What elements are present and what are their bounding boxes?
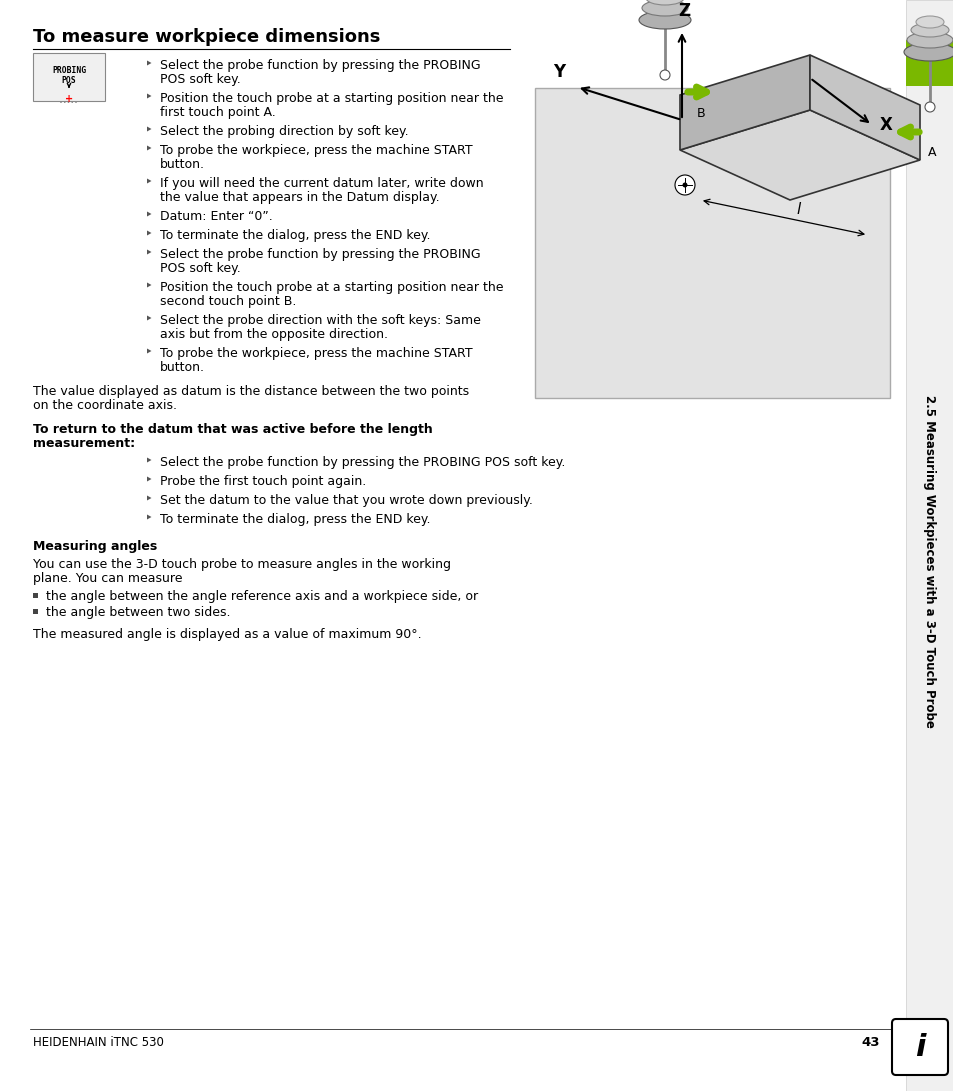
Text: To return to the datum that was active before the length: To return to the datum that was active b…	[33, 423, 433, 436]
Text: Datum: Enter “0”.: Datum: Enter “0”.	[160, 209, 273, 223]
Text: the value that appears in the Datum display.: the value that appears in the Datum disp…	[160, 191, 439, 204]
Text: Select the probing direction by soft key.: Select the probing direction by soft key…	[160, 125, 408, 137]
Text: i: i	[914, 1032, 924, 1062]
Text: 2.5 Measuring Workpieces with a 3-D Touch Probe: 2.5 Measuring Workpieces with a 3-D Touc…	[923, 395, 936, 728]
Polygon shape	[147, 179, 152, 183]
Polygon shape	[679, 110, 919, 200]
Text: You can use the 3-D touch probe to measure angles in the working: You can use the 3-D touch probe to measu…	[33, 558, 451, 571]
Text: The value displayed as datum is the distance between the two points: The value displayed as datum is the dist…	[33, 385, 469, 398]
Text: To measure workpiece dimensions: To measure workpiece dimensions	[33, 28, 380, 46]
Ellipse shape	[639, 11, 690, 29]
Bar	[535, 88, 889, 398]
Text: Set the datum to the value that you wrote down previously.: Set the datum to the value that you wrot…	[160, 494, 533, 507]
Polygon shape	[147, 457, 152, 463]
Text: If you will need the current datum later, write down: If you will need the current datum later…	[160, 177, 483, 190]
Text: Measuring angles: Measuring angles	[33, 540, 157, 553]
Polygon shape	[147, 60, 152, 65]
Text: Y: Y	[553, 63, 564, 81]
Text: POS soft key.: POS soft key.	[160, 262, 240, 275]
Text: X: X	[879, 116, 892, 134]
Text: Position the touch probe at a starting position near the: Position the touch probe at a starting p…	[160, 92, 503, 105]
Polygon shape	[147, 94, 152, 98]
Text: Select the probe function by pressing the PROBING: Select the probe function by pressing th…	[160, 59, 480, 72]
Text: To probe the workpiece, press the machine START: To probe the workpiece, press the machin…	[160, 347, 472, 360]
Text: To terminate the dialog, press the END key.: To terminate the dialog, press the END k…	[160, 513, 430, 526]
Polygon shape	[147, 145, 152, 151]
FancyBboxPatch shape	[891, 1019, 947, 1075]
Text: POS: POS	[62, 76, 76, 85]
Text: plane. You can measure: plane. You can measure	[33, 572, 182, 585]
Circle shape	[675, 175, 695, 195]
Text: To probe the workpiece, press the machine START: To probe the workpiece, press the machin…	[160, 144, 472, 157]
Ellipse shape	[906, 32, 952, 48]
Polygon shape	[147, 230, 152, 236]
Text: on the coordinate axis.: on the coordinate axis.	[33, 399, 177, 412]
Text: A: A	[926, 146, 935, 159]
Text: 43: 43	[861, 1036, 879, 1050]
Polygon shape	[147, 212, 152, 216]
Polygon shape	[147, 495, 152, 501]
Ellipse shape	[915, 16, 943, 28]
Text: axis but from the opposite direction.: axis but from the opposite direction.	[160, 328, 388, 341]
Polygon shape	[147, 315, 152, 321]
Circle shape	[681, 182, 687, 188]
Text: Select the probe direction with the soft keys: Same: Select the probe direction with the soft…	[160, 314, 480, 327]
Text: button.: button.	[160, 361, 205, 374]
Ellipse shape	[903, 43, 953, 61]
Ellipse shape	[910, 23, 948, 37]
Bar	[33, 592, 38, 598]
Polygon shape	[147, 477, 152, 481]
Bar	[905, 0, 953, 1091]
Bar	[905, 40, 953, 86]
Text: Probe the first touch point again.: Probe the first touch point again.	[160, 475, 366, 488]
Polygon shape	[147, 283, 152, 288]
Text: l: l	[796, 202, 801, 217]
Polygon shape	[147, 348, 152, 353]
Text: the angle between two sides.: the angle between two sides.	[46, 606, 231, 619]
Polygon shape	[809, 55, 919, 160]
Polygon shape	[147, 250, 152, 254]
Text: button.: button.	[160, 158, 205, 171]
Ellipse shape	[641, 0, 687, 16]
Text: the angle between the angle reference axis and a workpiece side, or: the angle between the angle reference ax…	[46, 590, 477, 603]
Text: measurement:: measurement:	[33, 437, 135, 449]
Ellipse shape	[645, 0, 683, 5]
Text: The measured angle is displayed as a value of maximum 90°.: The measured angle is displayed as a val…	[33, 628, 421, 642]
Text: Z: Z	[678, 2, 689, 20]
Circle shape	[659, 70, 669, 80]
Text: Select the probe function by pressing the PROBING: Select the probe function by pressing th…	[160, 248, 480, 261]
Text: PROBING: PROBING	[51, 65, 86, 75]
Text: POS soft key.: POS soft key.	[160, 73, 240, 86]
Circle shape	[924, 101, 934, 112]
Polygon shape	[147, 127, 152, 132]
Bar	[33, 53, 105, 101]
Text: To terminate the dialog, press the END key.: To terminate the dialog, press the END k…	[160, 229, 430, 242]
Bar	[33, 609, 38, 614]
Text: Select the probe function by pressing the PROBING POS soft key.: Select the probe function by pressing th…	[160, 456, 565, 469]
Text: Position the touch probe at a starting position near the: Position the touch probe at a starting p…	[160, 281, 503, 293]
Text: HEIDENHAIN iTNC 530: HEIDENHAIN iTNC 530	[33, 1036, 164, 1050]
Polygon shape	[147, 515, 152, 519]
Text: B: B	[696, 107, 704, 120]
Text: - - - - -: - - - - -	[60, 100, 77, 105]
Polygon shape	[679, 55, 809, 149]
Text: second touch point B.: second touch point B.	[160, 295, 296, 308]
Text: first touch point A.: first touch point A.	[160, 106, 275, 119]
Text: +: +	[65, 94, 73, 104]
